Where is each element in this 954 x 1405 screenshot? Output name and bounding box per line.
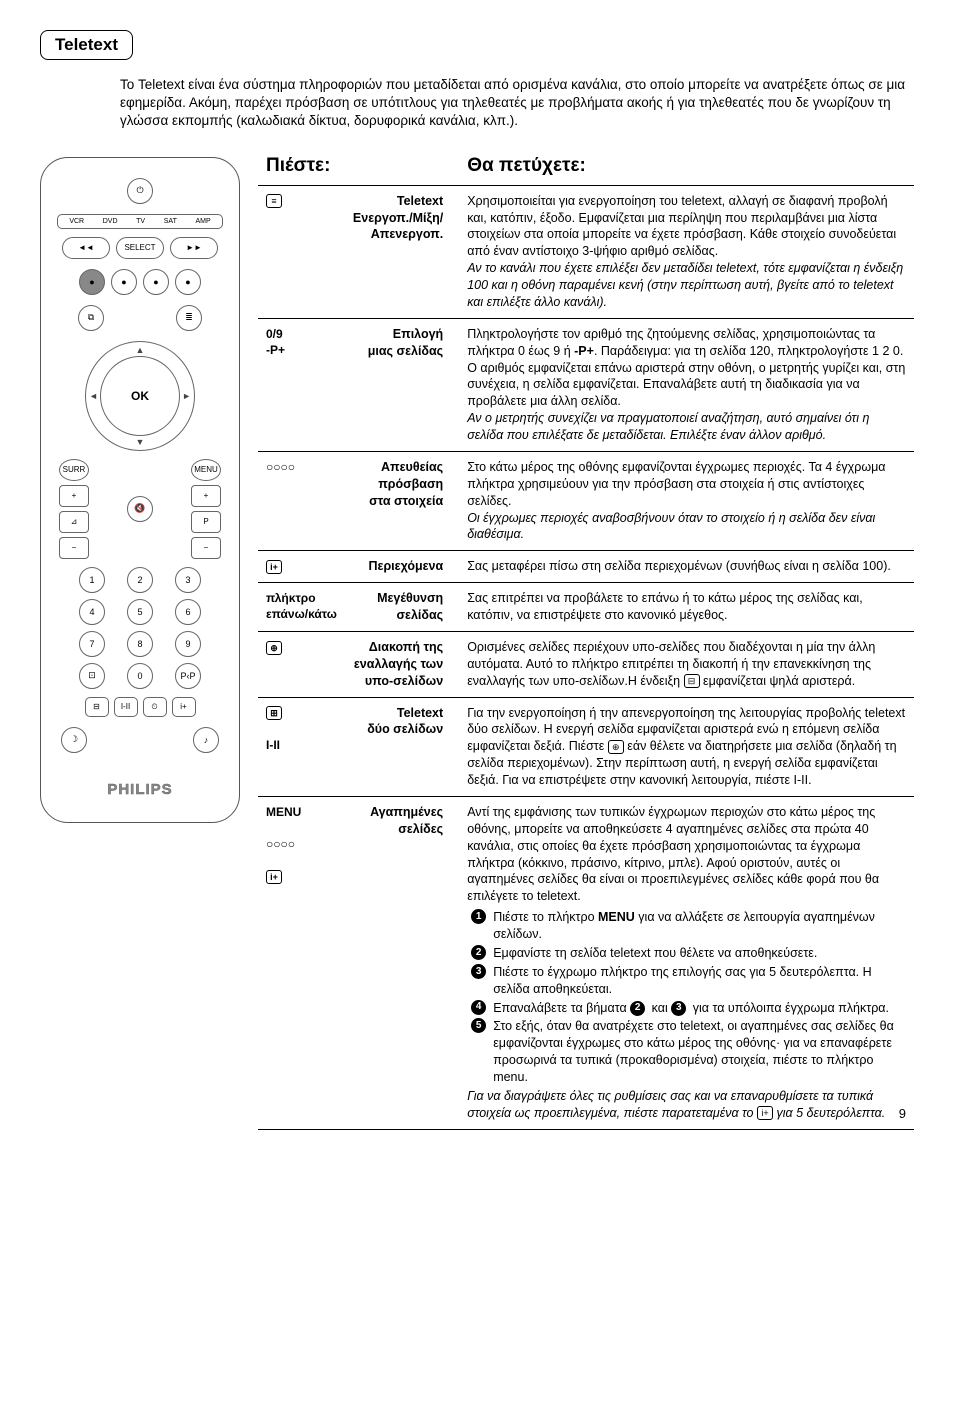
step-1-icon: 1 [471, 909, 486, 924]
table-header-press: Πιέστε: [258, 149, 459, 186]
surr-button: SURR [59, 459, 89, 481]
desc-cell: Ορισμένες σελίδες περιέχουν υπο-σελίδες … [459, 631, 914, 697]
desc-cell: Αντί της εμφάνισης των τυπικών έγχρωμων … [459, 796, 914, 1129]
desc-cell: Πληκτρολογήστε τον αριθμό της ζητούμενης… [459, 318, 914, 451]
digit-3: 3 [175, 567, 201, 593]
color-red-icon: ● [79, 269, 105, 295]
prev-prog-icon: P‹P [175, 663, 201, 689]
list-icon: ≣ [176, 305, 202, 331]
step-5-icon: 5 [471, 1018, 486, 1033]
key-cell: πλήκτροεπάνω/κάτω [258, 583, 345, 632]
label-cell: Teletextδύο σελίδων [345, 697, 459, 796]
color-yellow-icon: ● [143, 269, 169, 295]
label-cell: TeletextΕνεργοπ./Μίξη/Απενεργοπ. [345, 185, 459, 318]
desc-cell: Χρησιμοποιείται για ενεργοποίηση του tel… [459, 185, 914, 318]
step-4-icon: 4 [471, 1000, 486, 1015]
color-green-icon: ● [111, 269, 137, 295]
remote-illustration: ⏻ VCR DVD TV SAT AMP ◄◄ SELECT ►► ● ● ● … [40, 149, 240, 823]
info-key-icon: i+ [266, 560, 282, 574]
prog-icon: P [191, 511, 221, 533]
desc-cell: Για την ενεργοποίηση ή την απενεργοποίησ… [459, 697, 914, 796]
label-cell: Μεγέθυνσησελίδας [345, 583, 459, 632]
key-cell: ⊕ [258, 631, 345, 697]
power-icon: ⏻ [127, 178, 153, 204]
info-icon: i+ [172, 697, 196, 717]
key-cell: MENU○○○○i+ [258, 796, 345, 1129]
section-title: Teletext [40, 30, 133, 60]
teletext-icon: ⊟ [85, 697, 109, 717]
menu-button: MENU [191, 459, 221, 481]
table-row: ⊕ Διακοπή τηςεναλλαγής τωνυπο-σελίδων Ορ… [258, 631, 914, 697]
hold-key-icon: ⊕ [266, 641, 282, 655]
key-cell: i+ [258, 551, 345, 583]
label-cell: Απευθείαςπρόσβασηστα στοιχεία [345, 451, 459, 550]
digit-6: 6 [175, 599, 201, 625]
pip-icon: ⧉ [78, 305, 104, 331]
aspect-icon: ⊡ [79, 663, 105, 689]
prog-down-icon: − [191, 537, 221, 559]
vol-up-icon: + [59, 485, 89, 507]
nav-ring: ▲▼ ◄► OK [85, 341, 195, 451]
digit-1: 1 [79, 567, 105, 593]
desc-cell: Στο κάτω μέρος της οθόνης εμφανίζονται έ… [459, 451, 914, 550]
rewind-icon: ◄◄ [62, 237, 110, 259]
digit-2: 2 [127, 567, 153, 593]
label-cell: Επιλογήμιας σελίδας [345, 318, 459, 451]
key-cell: ○○○○ [258, 451, 345, 550]
step-2-icon: 2 [471, 945, 486, 960]
vol-down-icon: − [59, 537, 89, 559]
table-row: ⊞I-II Teletextδύο σελίδων Για την ενεργο… [258, 697, 914, 796]
digit-5: 5 [127, 599, 153, 625]
key-cell: 0/9-P+ [258, 318, 345, 451]
mute-icon: 🔇 [127, 496, 153, 522]
desc-cell: Σας επιτρέπει να προβάλετε το επάνω ή το… [459, 583, 914, 632]
forward-icon: ►► [170, 237, 218, 259]
digit-7: 7 [79, 631, 105, 657]
smart-sound-icon: ♪ [193, 727, 219, 753]
table-row: ≡ TeletextΕνεργοπ./Μίξη/Απενεργοπ. Χρησι… [258, 185, 914, 318]
digit-4: 4 [79, 599, 105, 625]
brand-logo: PHILIPS [57, 781, 223, 798]
table-row: i+ Περιεχόμενα Σας μεταφέρει πίσω στη σε… [258, 551, 914, 583]
sleep-icon: ⏲ [143, 697, 167, 717]
key-cell: ≡ [258, 185, 345, 318]
select-button: SELECT [116, 237, 164, 259]
teletext-key-icon: ≡ [266, 194, 282, 208]
table-header-result: Θα πετύχετε: [459, 149, 914, 186]
dual-key-icon: ⊞ [266, 706, 282, 720]
label-cell: Περιεχόμενα [345, 551, 459, 583]
step-3-icon: 3 [471, 964, 486, 979]
intro-text: Το Teletext είναι ένα σύστημα πληροφοριώ… [120, 76, 914, 131]
table-row: 0/9-P+ Επιλογήμιας σελίδας Πληκτρολογήστ… [258, 318, 914, 451]
instructions-table: Πιέστε: Θα πετύχετε: ≡ TeletextΕνεργοπ./… [258, 149, 914, 1131]
page-number: 9 [899, 1105, 906, 1123]
label-cell: Αγαπημένεςσελίδες [345, 796, 459, 1129]
vol-icon: ⊿ [59, 511, 89, 533]
smart-pic-icon: ☽ [61, 727, 87, 753]
key-cell: ⊞I-II [258, 697, 345, 796]
dual-icon: I-II [114, 697, 138, 717]
label-cell: Διακοπή τηςεναλλαγής τωνυπο-σελίδων [345, 631, 459, 697]
source-row: VCR DVD TV SAT AMP [57, 214, 223, 229]
prog-up-icon: + [191, 485, 221, 507]
digit-8: 8 [127, 631, 153, 657]
table-row: ○○○○ Απευθείαςπρόσβασηστα στοιχεία Στο κ… [258, 451, 914, 550]
digit-0: 0 [127, 663, 153, 689]
table-row: MENU○○○○i+ Αγαπημένεςσελίδες Αντί της εμ… [258, 796, 914, 1129]
digit-9: 9 [175, 631, 201, 657]
desc-cell: Σας μεταφέρει πίσω στη σελίδα περιεχομέν… [459, 551, 914, 583]
table-row: πλήκτροεπάνω/κάτω Μεγέθυνσησελίδας Σας ε… [258, 583, 914, 632]
color-blue-icon: ● [175, 269, 201, 295]
